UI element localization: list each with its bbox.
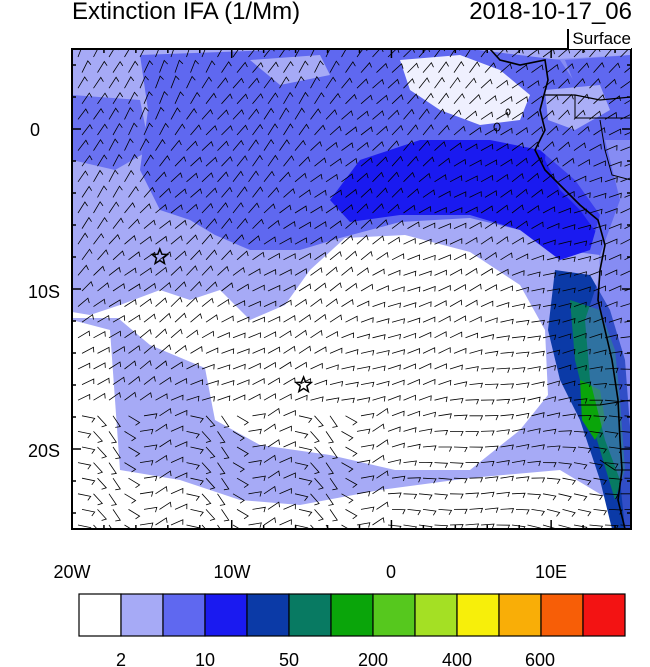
colorbar-label-50: 50 <box>279 650 299 667</box>
y-label-10s: 10S <box>28 282 60 302</box>
colorbar-box <box>540 593 584 637</box>
colorbar-label-2: 2 <box>116 650 126 667</box>
wind-barbs <box>77 49 631 529</box>
y-label-20s: 20S <box>28 441 60 461</box>
colorbar-box <box>414 593 458 637</box>
colorbar-box <box>204 593 248 637</box>
colorbar-box <box>498 593 542 637</box>
x-label-10e: 10E <box>535 562 567 582</box>
colorbar-box <box>372 593 416 637</box>
colorbar <box>78 593 626 637</box>
colorbar-box <box>456 593 500 637</box>
colorbar-box <box>162 593 206 637</box>
x-axis-labels: 20W 10W 0 10E <box>53 562 567 582</box>
map-title: Extinction IFA (1/Mm) <box>72 0 301 25</box>
colorbar-box <box>288 593 332 637</box>
level-label: Surface <box>567 29 631 49</box>
colorbar-box <box>246 593 290 637</box>
colorbar-label-600: 600 <box>525 650 555 667</box>
colorbar-labels: 2 10 50 200 400 600 <box>116 650 555 667</box>
colorbar-label-400: 400 <box>442 650 472 667</box>
x-label-20w: 20W <box>53 562 90 582</box>
colorbar-label-200: 200 <box>358 650 388 667</box>
coastline <box>489 49 631 529</box>
x-label-10w: 10W <box>213 562 250 582</box>
y-label-0: 0 <box>30 120 40 140</box>
colorbar-box <box>120 593 164 637</box>
star-marker-west <box>150 246 170 266</box>
colorbar-box <box>582 593 626 637</box>
x-label-0: 0 <box>386 562 396 582</box>
extinction-field <box>72 49 631 529</box>
map-datetime: 2018-10-17_06 <box>469 0 632 25</box>
colorbar-label-10: 10 <box>195 650 215 667</box>
colorbar-box <box>330 593 374 637</box>
colorbar-box <box>78 593 122 637</box>
star-marker-center <box>294 374 314 394</box>
y-axis-labels: 0 10S 20S <box>28 120 60 461</box>
station-markers <box>150 246 314 394</box>
axis-ticks <box>71 49 631 529</box>
